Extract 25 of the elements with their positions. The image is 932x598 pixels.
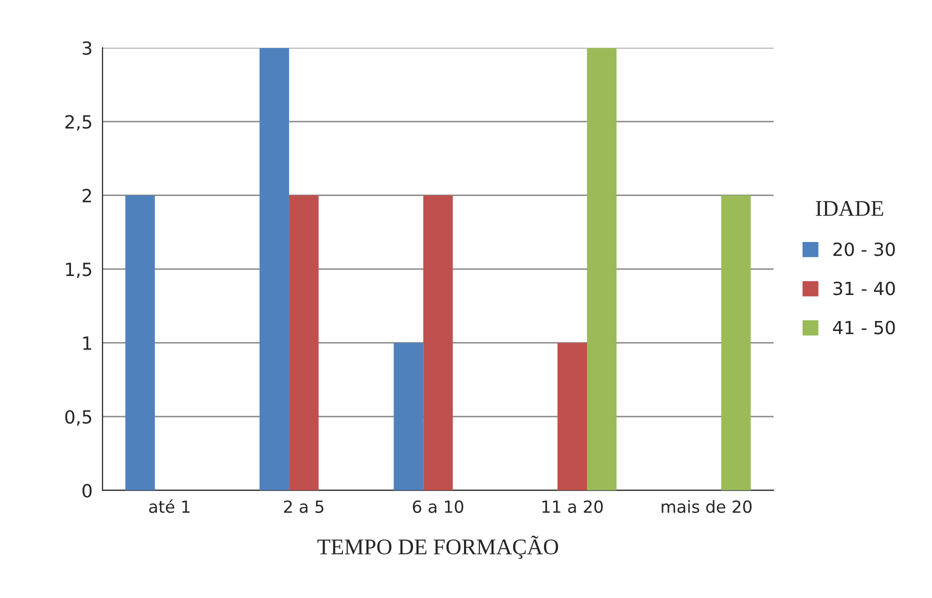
- bar: [125, 195, 155, 490]
- bar: [587, 48, 617, 490]
- y-tick-label: 1,5: [66, 262, 92, 278]
- x-tick-label: até 1: [149, 499, 190, 513]
- bar: [557, 342, 588, 490]
- x-axis-title: TEMPO DE FORMAÇÃO: [317, 536, 558, 559]
- x-tick-label: 2 a 5: [284, 500, 324, 513]
- y-tick-label: 0,5: [65, 410, 92, 426]
- x-tick-label: 11 a 20: [542, 500, 603, 513]
- y-tick-label: 1: [83, 336, 92, 350]
- x-tick-label: 6 a 10: [412, 500, 464, 513]
- legend-title: IDADE: [816, 201, 884, 216]
- y-tick-label: 2: [82, 188, 91, 202]
- legend-label: 41 - 50: [833, 320, 895, 334]
- y-tick-label: 0: [82, 484, 92, 498]
- bar: [721, 195, 751, 490]
- bar: [423, 195, 453, 490]
- y-tick-label: 2,5: [65, 115, 92, 131]
- bar: [260, 48, 290, 490]
- legend-label: 31 - 40: [833, 282, 895, 296]
- legend-label: 20 - 30: [833, 242, 895, 256]
- y-tick-label: 3: [82, 41, 92, 55]
- bar: [289, 195, 319, 490]
- x-tick-label: mais de 20: [662, 500, 752, 513]
- bar: [394, 342, 424, 490]
